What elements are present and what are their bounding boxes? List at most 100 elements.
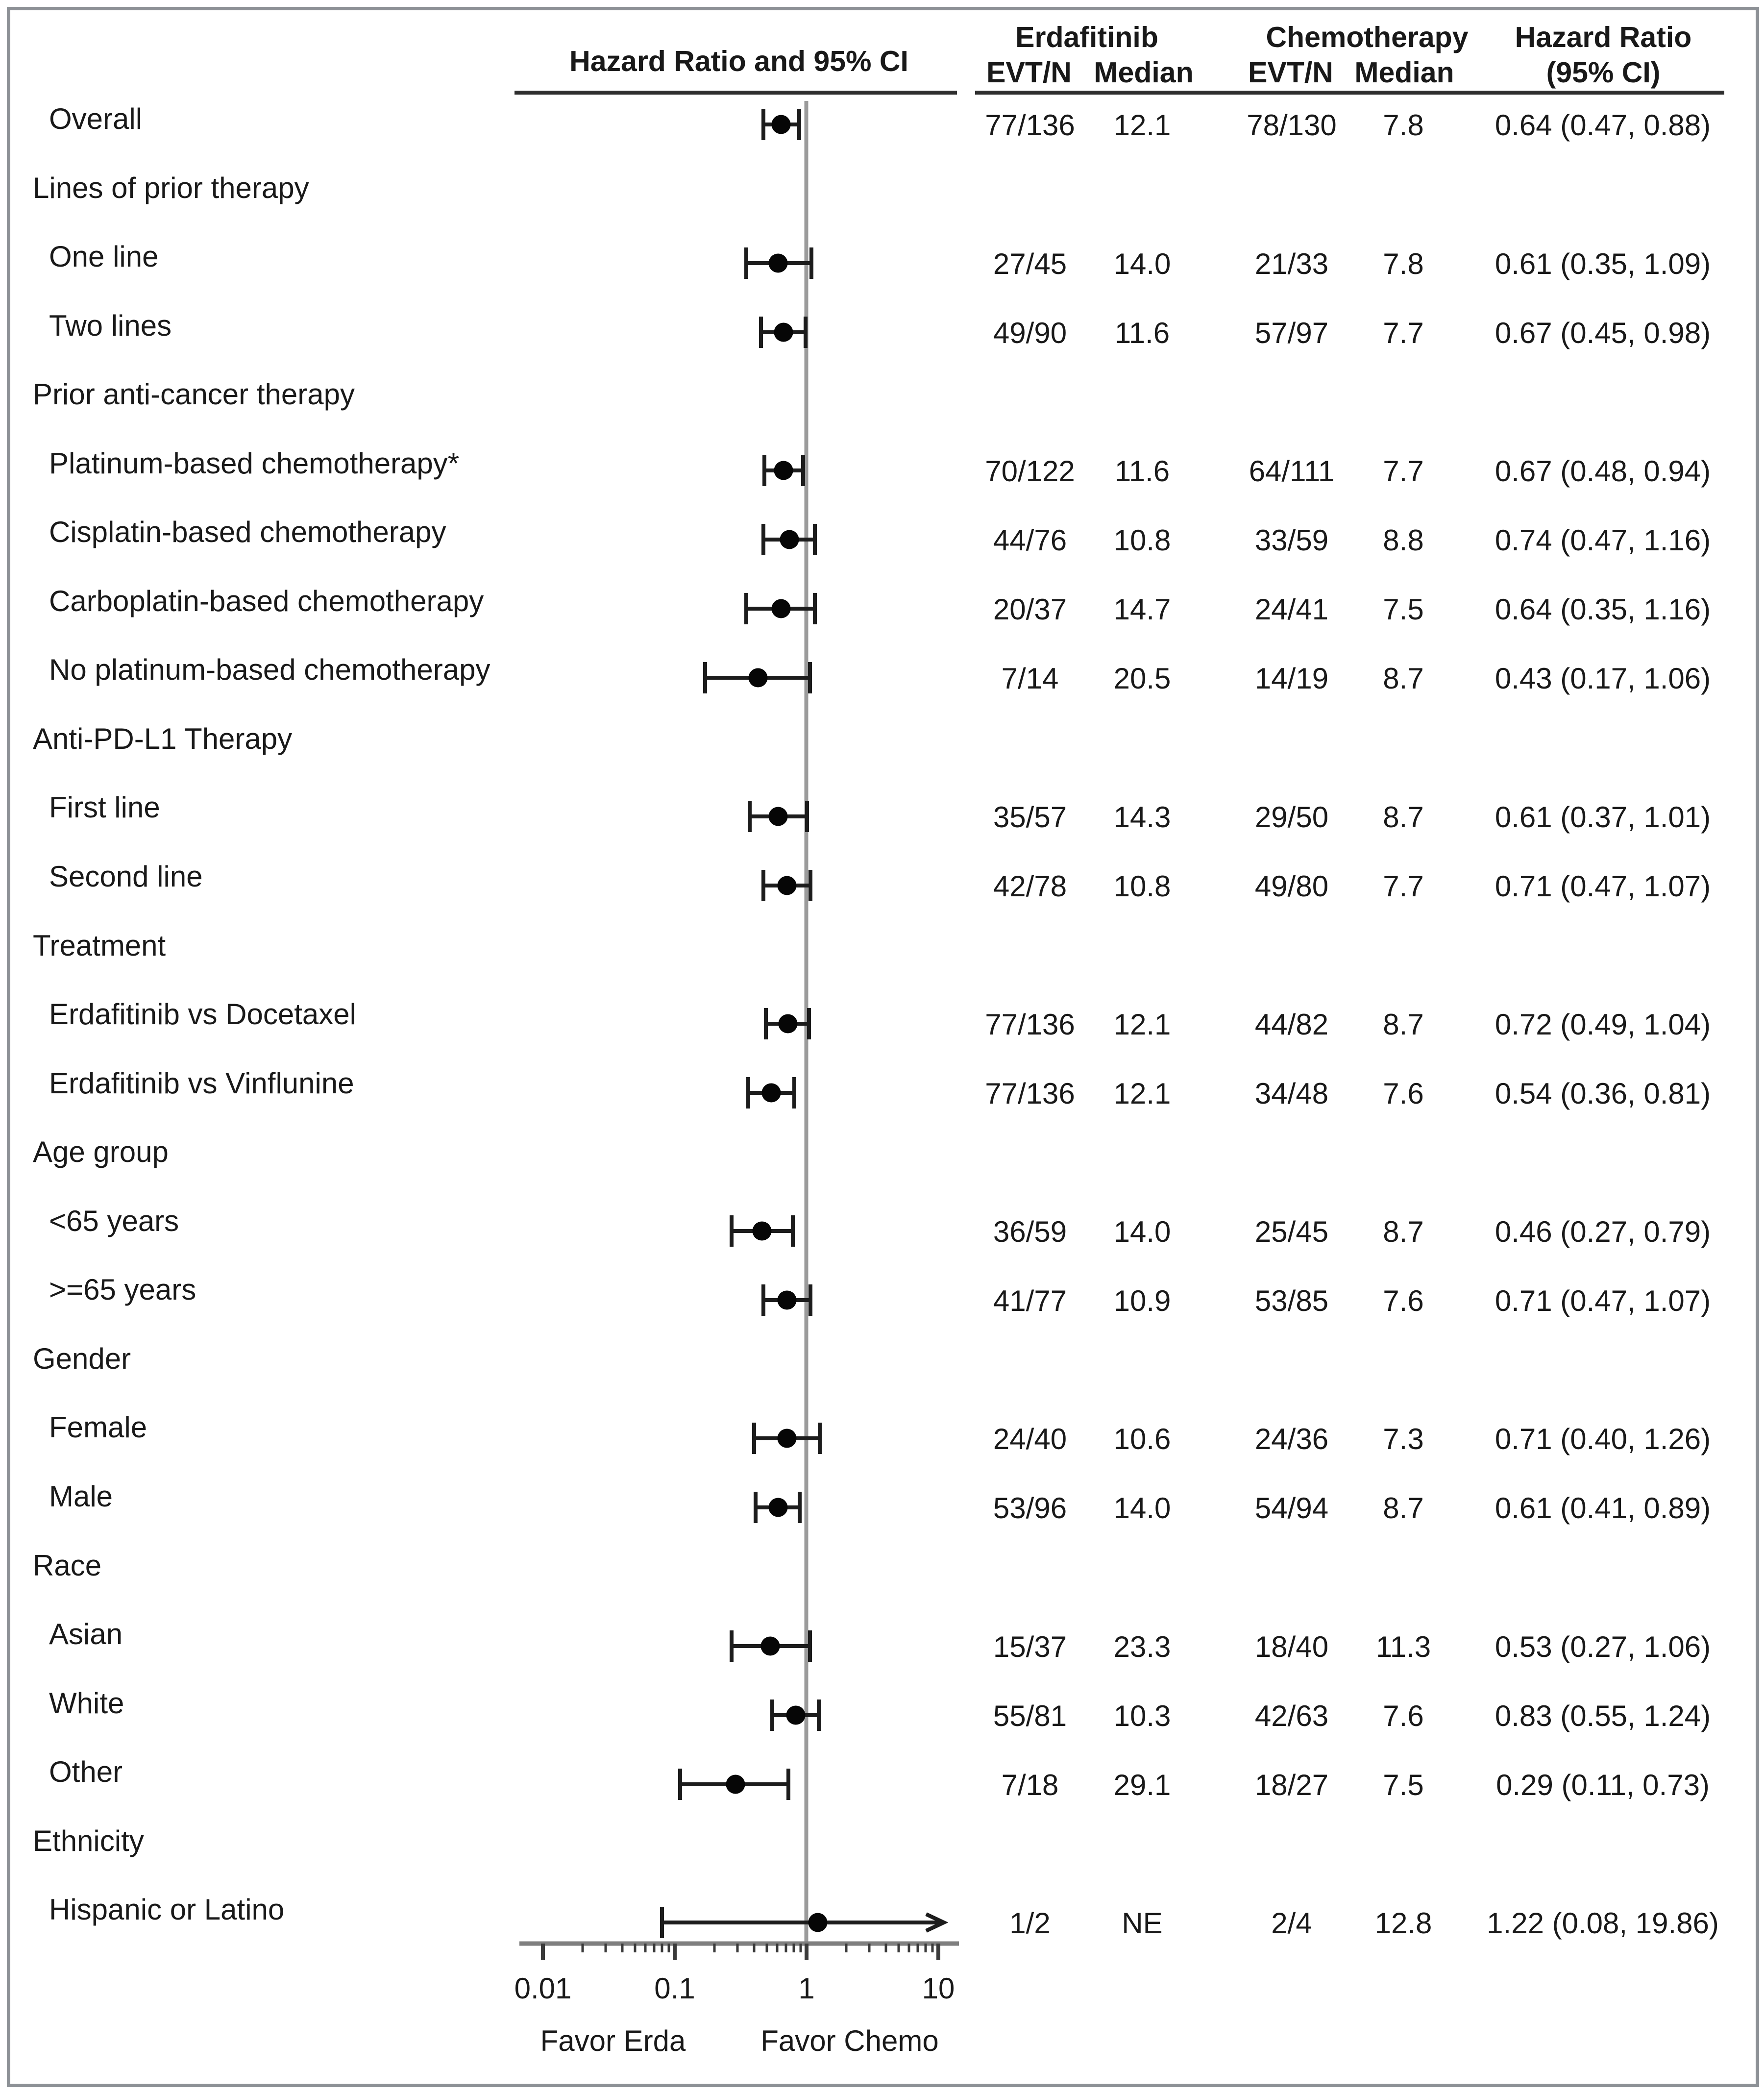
- svg-text:8.7: 8.7: [1383, 1492, 1423, 1525]
- svg-text:10.3: 10.3: [1114, 1700, 1171, 1732]
- svg-text:70/122: 70/122: [985, 455, 1075, 488]
- svg-text:44/82: 44/82: [1255, 1008, 1328, 1041]
- svg-text:Lines of prior therapy: Lines of prior therapy: [33, 172, 309, 204]
- svg-text:7.3: 7.3: [1383, 1423, 1423, 1455]
- svg-text:Gender: Gender: [33, 1342, 131, 1375]
- svg-text:10.9: 10.9: [1114, 1284, 1171, 1317]
- svg-text:77/136: 77/136: [985, 1077, 1075, 1110]
- svg-text:Overall: Overall: [49, 102, 142, 135]
- svg-text:36/59: 36/59: [993, 1215, 1067, 1248]
- svg-text:78/130: 78/130: [1247, 109, 1337, 142]
- svg-text:0.67 (0.48, 0.94): 0.67 (0.48, 0.94): [1495, 455, 1711, 488]
- svg-text:Carboplatin-based chemotherapy: Carboplatin-based chemotherapy: [49, 585, 484, 617]
- svg-text:14/19: 14/19: [1255, 662, 1328, 695]
- svg-text:29.1: 29.1: [1114, 1769, 1171, 1801]
- svg-text:55/81: 55/81: [993, 1700, 1067, 1732]
- svg-text:54/94: 54/94: [1255, 1492, 1328, 1525]
- svg-text:EVT/N: EVT/N: [986, 56, 1072, 89]
- svg-text:0.61 (0.37, 1.01): 0.61 (0.37, 1.01): [1495, 801, 1711, 834]
- svg-text:Erdafitinib: Erdafitinib: [1015, 21, 1158, 53]
- svg-text:18/27: 18/27: [1255, 1769, 1328, 1801]
- svg-text:0.71 (0.47, 1.07): 0.71 (0.47, 1.07): [1495, 1284, 1711, 1317]
- svg-text:Hazard Ratio: Hazard Ratio: [1515, 21, 1692, 53]
- svg-text:53/85: 53/85: [1255, 1284, 1328, 1317]
- svg-text:7.6: 7.6: [1383, 1077, 1423, 1110]
- svg-text:NE: NE: [1122, 1907, 1162, 1940]
- svg-text:11.6: 11.6: [1115, 455, 1170, 488]
- svg-text:Race: Race: [33, 1549, 101, 1582]
- svg-text:57/97: 57/97: [1255, 317, 1328, 349]
- svg-text:>=65 years: >=65 years: [49, 1273, 196, 1306]
- svg-text:1/2: 1/2: [1009, 1907, 1050, 1940]
- svg-text:7.6: 7.6: [1383, 1700, 1423, 1732]
- svg-text:10.6: 10.6: [1114, 1423, 1171, 1455]
- svg-text:20.5: 20.5: [1114, 662, 1171, 695]
- svg-text:14.0: 14.0: [1114, 1215, 1171, 1248]
- svg-text:White: White: [49, 1687, 124, 1720]
- svg-text:Age group: Age group: [33, 1135, 169, 1168]
- svg-text:10.8: 10.8: [1114, 870, 1171, 903]
- svg-text:Chemotherapy: Chemotherapy: [1266, 21, 1468, 53]
- svg-text:0.54 (0.36, 0.81): 0.54 (0.36, 0.81): [1495, 1077, 1711, 1110]
- svg-text:Erdafitinib vs Vinflunine: Erdafitinib vs Vinflunine: [49, 1067, 354, 1100]
- svg-text:8.7: 8.7: [1383, 1215, 1423, 1248]
- svg-text:7/14: 7/14: [1002, 662, 1059, 695]
- svg-text:Platinum-based chemotherapy*: Platinum-based chemotherapy*: [49, 447, 459, 480]
- svg-text:14.7: 14.7: [1114, 593, 1171, 626]
- svg-text:41/77: 41/77: [993, 1284, 1067, 1317]
- svg-text:0.71 (0.47, 1.07): 0.71 (0.47, 1.07): [1495, 870, 1711, 903]
- svg-text:Cisplatin-based chemotherapy: Cisplatin-based chemotherapy: [49, 516, 446, 548]
- svg-text:49/80: 49/80: [1255, 870, 1328, 903]
- svg-text:0.01: 0.01: [514, 1972, 572, 2005]
- svg-text:(95% CI): (95% CI): [1546, 56, 1661, 89]
- svg-text:24/36: 24/36: [1255, 1423, 1328, 1455]
- svg-text:Anti-PD-L1 Therapy: Anti-PD-L1 Therapy: [33, 722, 292, 755]
- svg-text:21/33: 21/33: [1255, 247, 1328, 280]
- svg-text:8.7: 8.7: [1383, 1008, 1423, 1041]
- svg-text:7.7: 7.7: [1383, 870, 1423, 903]
- svg-text:0.61 (0.41, 0.89): 0.61 (0.41, 0.89): [1495, 1492, 1711, 1525]
- svg-text:11.6: 11.6: [1115, 317, 1170, 349]
- svg-text:0.72 (0.49, 1.04): 0.72 (0.49, 1.04): [1495, 1008, 1711, 1041]
- svg-text:14.0: 14.0: [1114, 247, 1171, 280]
- svg-text:7.6: 7.6: [1383, 1284, 1423, 1317]
- svg-text:0.1: 0.1: [654, 1972, 695, 2005]
- svg-text:42/63: 42/63: [1255, 1700, 1328, 1732]
- svg-text:0.74 (0.47, 1.16): 0.74 (0.47, 1.16): [1495, 524, 1711, 557]
- svg-text:Second line: Second line: [49, 860, 203, 893]
- svg-text:7.5: 7.5: [1383, 1769, 1423, 1801]
- svg-text:64/111: 64/111: [1249, 455, 1335, 488]
- svg-text:Erdafitinib vs Docetaxel: Erdafitinib vs Docetaxel: [49, 998, 356, 1031]
- svg-text:Male: Male: [49, 1480, 113, 1513]
- svg-text:7.7: 7.7: [1383, 455, 1423, 488]
- svg-text:11.3: 11.3: [1376, 1630, 1431, 1663]
- svg-text:77/136: 77/136: [985, 109, 1075, 142]
- svg-text:0.83 (0.55, 1.24): 0.83 (0.55, 1.24): [1495, 1700, 1711, 1732]
- svg-text:7.5: 7.5: [1383, 593, 1423, 626]
- svg-text:44/76: 44/76: [993, 524, 1067, 557]
- svg-text:8.7: 8.7: [1383, 801, 1423, 834]
- svg-text:Two lines: Two lines: [49, 309, 172, 342]
- svg-text:Median: Median: [1094, 56, 1193, 89]
- svg-text:Median: Median: [1354, 56, 1454, 89]
- svg-text:7.7: 7.7: [1383, 317, 1423, 349]
- svg-text:Female: Female: [49, 1411, 147, 1444]
- svg-text:34/48: 34/48: [1255, 1077, 1328, 1110]
- svg-text:0.46 (0.27, 0.79): 0.46 (0.27, 0.79): [1495, 1215, 1711, 1248]
- svg-text:Other: Other: [49, 1755, 122, 1788]
- svg-text:Ethnicity: Ethnicity: [33, 1824, 144, 1857]
- svg-text:0.29 (0.11, 0.73): 0.29 (0.11, 0.73): [1496, 1769, 1710, 1801]
- svg-text:Favor Erda: Favor Erda: [540, 2024, 686, 2057]
- svg-text:15/37: 15/37: [993, 1630, 1067, 1663]
- svg-text:Asian: Asian: [49, 1618, 122, 1651]
- svg-text:49/90: 49/90: [993, 317, 1067, 349]
- svg-text:25/45: 25/45: [1255, 1215, 1328, 1248]
- svg-text:Prior anti-cancer therapy: Prior anti-cancer therapy: [33, 378, 355, 411]
- svg-text:Hazard Ratio and 95% CI: Hazard Ratio and 95% CI: [569, 45, 908, 77]
- svg-text:Favor Chemo: Favor Chemo: [760, 2024, 938, 2057]
- svg-text:2/4: 2/4: [1271, 1907, 1312, 1940]
- svg-text:77/136: 77/136: [985, 1008, 1075, 1041]
- svg-text:12.8: 12.8: [1375, 1907, 1432, 1940]
- svg-text:8.8: 8.8: [1383, 524, 1423, 557]
- svg-text:27/45: 27/45: [993, 247, 1067, 280]
